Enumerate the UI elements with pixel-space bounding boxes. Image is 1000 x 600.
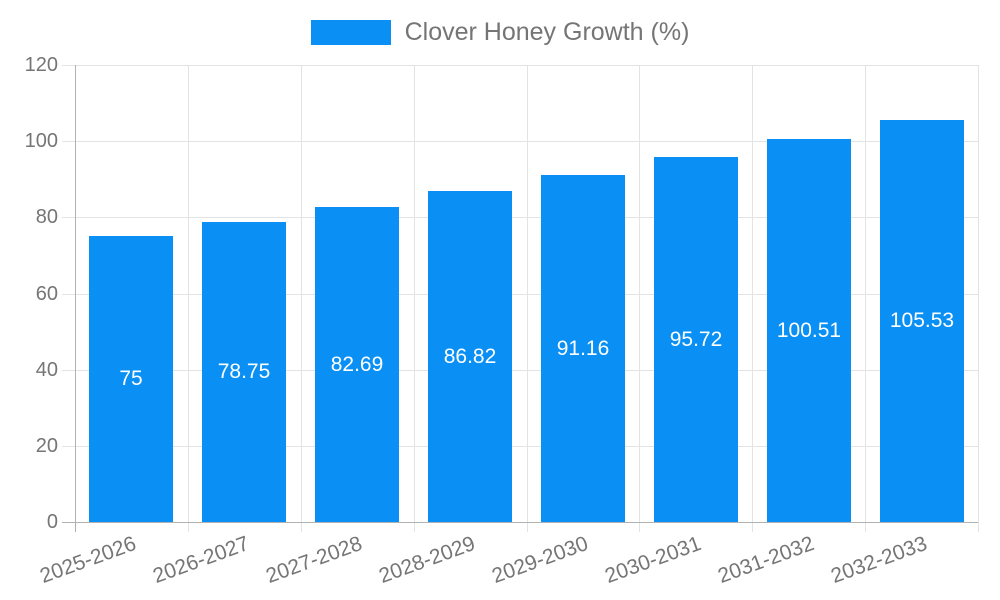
x-axis-line bbox=[62, 522, 978, 523]
bar[interactable]: 86.82 bbox=[428, 191, 512, 522]
y-axis-tick-label: 80 bbox=[35, 206, 58, 228]
y-axis-tick-label: 100 bbox=[24, 130, 58, 152]
legend-swatch-icon bbox=[310, 19, 391, 45]
bar[interactable]: 78.75 bbox=[202, 222, 286, 522]
gridline-horizontal bbox=[62, 65, 978, 66]
gridline-vertical bbox=[414, 65, 415, 532]
bar-value-label: 75 bbox=[119, 367, 143, 390]
bar[interactable]: 82.69 bbox=[315, 207, 399, 522]
bar[interactable]: 75 bbox=[89, 236, 173, 522]
gridline-vertical bbox=[527, 65, 528, 532]
gridline-horizontal bbox=[62, 446, 978, 447]
y-axis-tick-label: 40 bbox=[35, 359, 58, 381]
bar[interactable]: 100.51 bbox=[767, 139, 851, 522]
bar-value-label: 95.72 bbox=[669, 327, 723, 351]
bar[interactable]: 105.53 bbox=[880, 120, 964, 522]
y-axis-tick-label: 0 bbox=[46, 511, 58, 533]
legend-label: Clover Honey Growth (%) bbox=[404, 18, 690, 46]
gridline-vertical bbox=[639, 65, 640, 532]
y-axis-tick-label: 20 bbox=[35, 435, 58, 457]
gridline-vertical bbox=[301, 65, 302, 532]
gridline-vertical bbox=[752, 65, 753, 532]
y-axis-tick-label: 120 bbox=[24, 54, 58, 76]
gridline-vertical bbox=[978, 65, 979, 532]
y-axis-line bbox=[75, 65, 76, 532]
bar-value-label: 105.53 bbox=[889, 309, 955, 332]
bar-value-label: 86.82 bbox=[443, 344, 497, 368]
bar-value-label: 91.16 bbox=[556, 336, 610, 360]
bar-value-label: 82.69 bbox=[330, 352, 384, 376]
bar[interactable]: 95.72 bbox=[654, 157, 738, 522]
gridline-horizontal bbox=[62, 141, 978, 142]
legend[interactable]: Clover Honey Growth (%) bbox=[0, 17, 1000, 47]
bar-value-label: 100.51 bbox=[776, 318, 842, 342]
y-axis-tick-label: 60 bbox=[35, 283, 58, 305]
gridline-horizontal bbox=[62, 294, 978, 295]
bar-value-label: 78.75 bbox=[217, 360, 271, 383]
gridline-vertical bbox=[865, 65, 866, 532]
gridline-horizontal bbox=[62, 217, 978, 218]
gridline-horizontal bbox=[62, 370, 978, 371]
bar[interactable]: 91.16 bbox=[541, 175, 625, 522]
gridline-vertical bbox=[188, 65, 189, 532]
